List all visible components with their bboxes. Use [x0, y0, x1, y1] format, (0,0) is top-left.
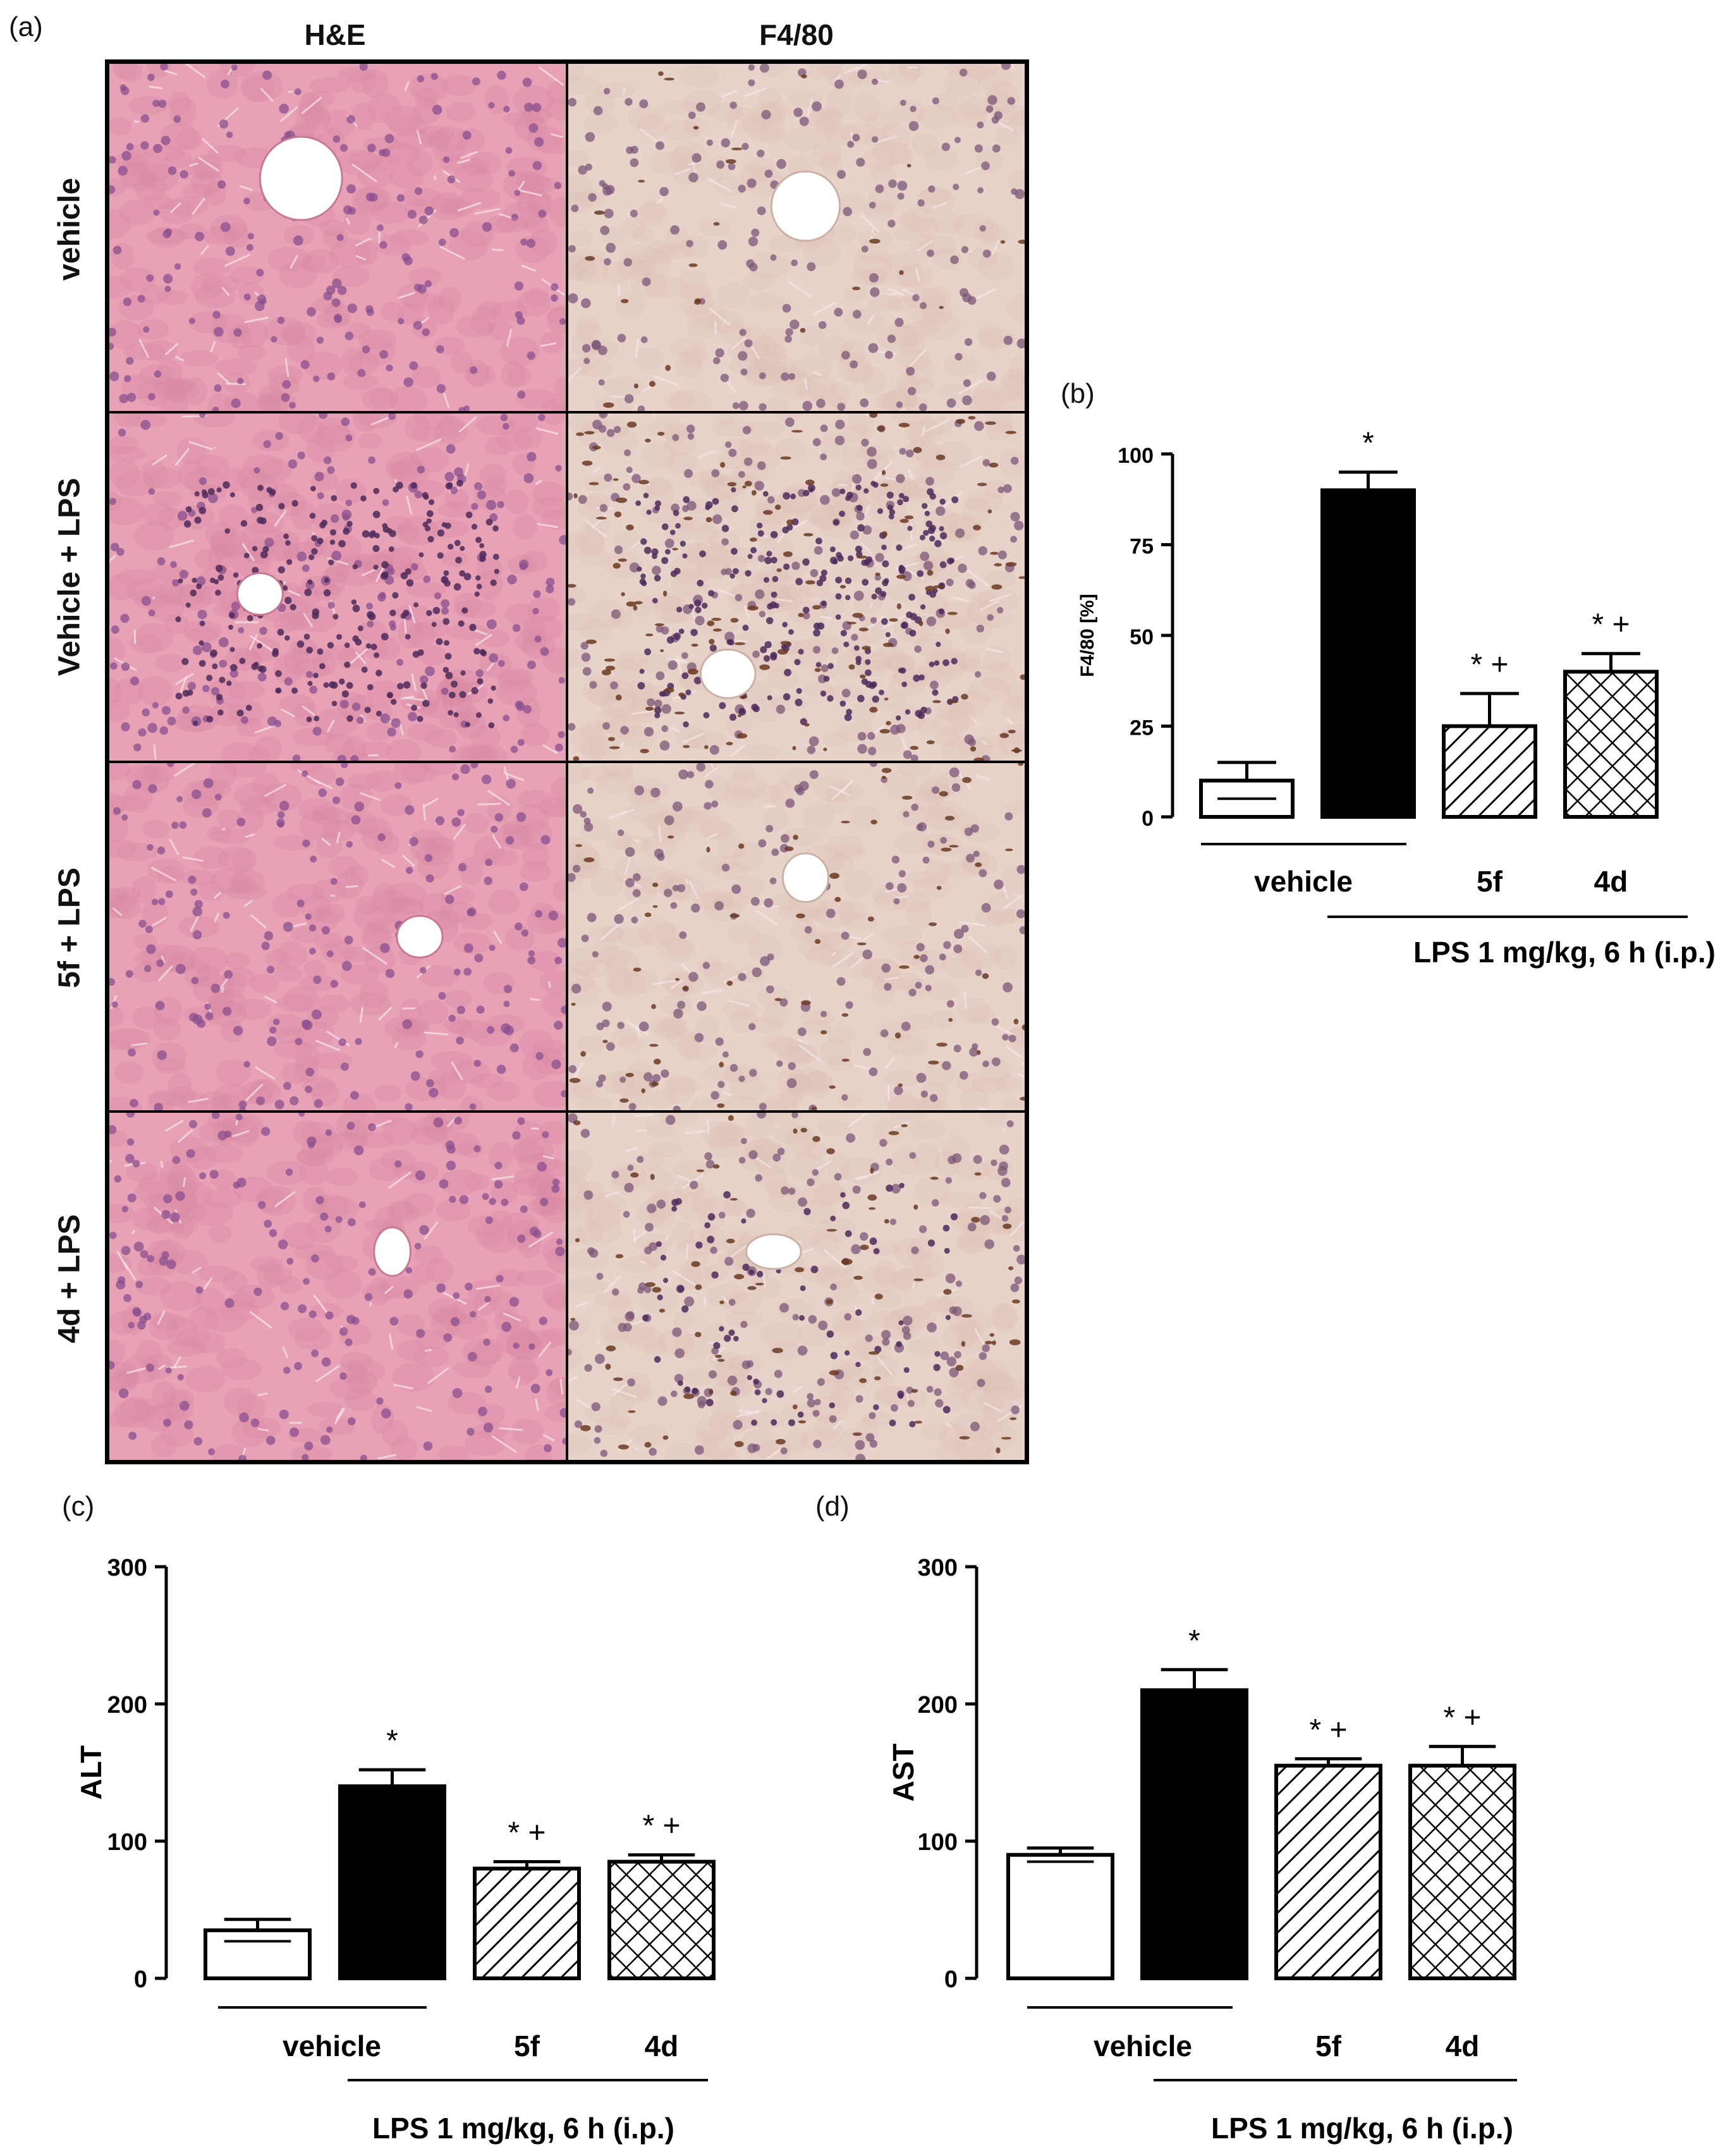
- significance-annotation: * +: [1309, 1713, 1347, 1747]
- micrograph-he-5f-lps: [108, 762, 567, 1112]
- group-label-lps: LPS 1 mg/kg, 6 h (i.p.): [1211, 2112, 1513, 2145]
- significance-annotation: * +: [1443, 1701, 1481, 1734]
- chart-ast: 0 100 200 300 AST * * + * + vehicle 5f 4d LPS 1 mg/…: [887, 1555, 1517, 2145]
- column-header-f480: F4/80: [759, 18, 834, 51]
- group-label-lps: LPS 1 mg/kg, 6 h (i.p.): [372, 2112, 674, 2145]
- significance-annotation: *: [386, 1724, 398, 1758]
- y-tick-label: 200: [107, 1692, 147, 1718]
- bar: [473, 1866, 581, 1981]
- micrograph-f480-5f-lps: [567, 762, 1026, 1112]
- panel-label-a: (a): [9, 11, 43, 42]
- bar: [1563, 670, 1659, 819]
- group-label-5f: 5f: [514, 2030, 540, 2062]
- bar: [1320, 488, 1416, 819]
- y-tick-label: 0: [1142, 807, 1154, 831]
- micrograph-he-vehicle: [108, 63, 567, 412]
- micrograph-grid: [105, 59, 1029, 1464]
- micrograph-f480-4d-lps: [567, 1112, 1026, 1461]
- group-label-4d: 4d: [1446, 2030, 1480, 2062]
- y-tick-label: 0: [944, 1966, 958, 1993]
- y-tick-label: 100: [107, 1829, 147, 1856]
- bar: [204, 1928, 312, 1980]
- bar: [1408, 1763, 1516, 1980]
- significance-annotation: * +: [508, 1816, 546, 1850]
- y-tick-label: 100: [1118, 444, 1154, 468]
- significance-annotation: *: [1188, 1624, 1200, 1658]
- y-tick-label: 300: [918, 1555, 958, 1581]
- micrograph-f480-vehicle: [567, 63, 1026, 412]
- row-label-4d-lps: 4d + LPS: [52, 1214, 87, 1344]
- group-label-lps: LPS 1 mg/kg, 6 h (i.p.): [1413, 936, 1716, 969]
- row-label-vehicle: vehicle: [52, 178, 87, 281]
- bar: [1006, 1853, 1114, 1981]
- significance-annotation: *: [1362, 427, 1374, 460]
- group-label-vehicle: vehicle: [1094, 2030, 1192, 2062]
- group-label-4d: 4d: [645, 2030, 679, 2062]
- y-axis-label: F4/80 [%]: [1077, 594, 1098, 677]
- row-label-5f-lps: 5f + LPS: [52, 867, 87, 988]
- y-tick-label: 100: [918, 1829, 958, 1856]
- significance-annotation: * +: [642, 1810, 680, 1843]
- significance-annotation: * +: [1470, 648, 1508, 682]
- micrograph-f480-vehicle-lps: [567, 412, 1026, 762]
- panel-label-c: (c): [62, 1491, 95, 1522]
- y-tick-label: 300: [107, 1555, 147, 1581]
- bar: [1140, 1688, 1248, 1981]
- bar: [338, 1784, 446, 1980]
- chart-alt: 0 100 200 300 ALT * * + * + vehicle 5f 4d LPS 1 mg/…: [75, 1555, 716, 2145]
- y-tick-label: 50: [1130, 625, 1154, 649]
- micrograph-he-4d-lps: [108, 1112, 567, 1461]
- panel-label-b: (b): [1061, 378, 1095, 409]
- micrograph-he-vehicle-lps: [108, 412, 567, 762]
- panel-label-d: (d): [815, 1491, 850, 1522]
- bar: [1274, 1763, 1382, 1980]
- y-tick-label: 200: [918, 1692, 958, 1718]
- row-label-vehicle-lps: Vehicle + LPS: [52, 477, 87, 677]
- group-label-vehicle: vehicle: [1254, 865, 1353, 898]
- chart-f480-percent: 0 25 50 75 100 F4/80 [%] * * + * + vehicle 5f 4d LPS…: [1077, 427, 1716, 969]
- significance-annotation: * +: [1592, 608, 1630, 642]
- y-tick-label: 75: [1130, 535, 1154, 559]
- group-label-5f: 5f: [1477, 865, 1503, 898]
- group-label-5f: 5f: [1315, 2030, 1342, 2062]
- bar: [607, 1859, 716, 1980]
- y-tick-label: 25: [1130, 716, 1154, 740]
- y-tick-label: 0: [134, 1966, 147, 1993]
- group-label-4d: 4d: [1594, 865, 1628, 898]
- column-header-he: H&E: [304, 18, 366, 51]
- y-axis-label: ALT: [75, 1745, 107, 1799]
- group-label-vehicle: vehicle: [283, 2030, 381, 2062]
- y-axis-label: AST: [887, 1744, 920, 1802]
- bar: [1442, 724, 1537, 819]
